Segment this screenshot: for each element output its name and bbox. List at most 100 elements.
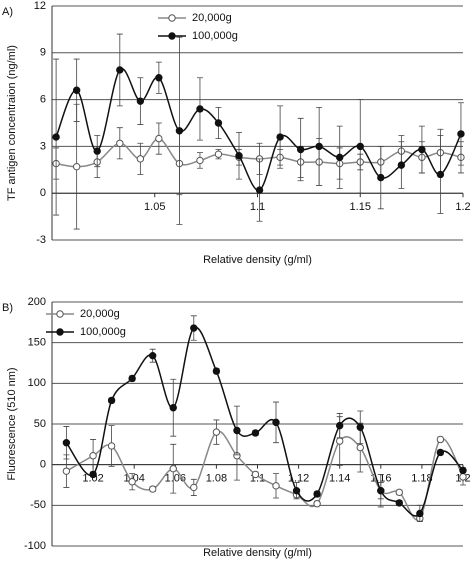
data-point bbox=[313, 500, 321, 508]
data-point bbox=[377, 173, 385, 182]
data-point bbox=[235, 152, 243, 160]
data-point bbox=[169, 404, 177, 412]
data-point bbox=[395, 488, 403, 497]
data-point bbox=[148, 485, 157, 493]
data-point bbox=[418, 145, 426, 154]
data-point bbox=[190, 324, 198, 332]
x-tick-label: 1.18 bbox=[411, 473, 432, 485]
data-point bbox=[148, 351, 157, 360]
data-point bbox=[395, 499, 403, 507]
data-point bbox=[196, 105, 204, 113]
data-point bbox=[356, 443, 364, 452]
x-tick-label: 1.05 bbox=[144, 201, 165, 213]
data-point bbox=[457, 130, 465, 138]
data-point bbox=[72, 86, 81, 94]
legend-marker bbox=[56, 328, 64, 336]
data-point bbox=[416, 509, 424, 518]
y-tick-label: 150 bbox=[28, 337, 46, 349]
y-tick-label: 6 bbox=[40, 94, 46, 106]
y-tick-label: 0 bbox=[40, 459, 46, 471]
data-point bbox=[169, 465, 177, 473]
data-point bbox=[212, 367, 221, 375]
data-point bbox=[336, 437, 344, 445]
data-point bbox=[255, 186, 264, 194]
data-point bbox=[336, 153, 344, 162]
y-tick-label: -50 bbox=[30, 499, 46, 511]
data-point bbox=[93, 147, 101, 155]
data-point bbox=[155, 134, 163, 143]
data-point bbox=[107, 396, 116, 405]
data-point bbox=[356, 142, 364, 151]
data-point bbox=[251, 429, 260, 437]
data-point bbox=[272, 482, 280, 490]
data-point bbox=[62, 439, 71, 447]
data-point bbox=[214, 150, 223, 158]
data-point bbox=[251, 470, 260, 479]
data-point bbox=[313, 490, 321, 498]
y-axis-label: TF antigen concentraion (ng/ml) bbox=[6, 45, 18, 201]
series-line bbox=[55, 68, 462, 191]
y-axis-label: Fluorescence (510 nm) bbox=[6, 367, 18, 480]
panel-label: B) bbox=[2, 302, 13, 314]
data-point bbox=[136, 155, 145, 163]
data-point bbox=[356, 423, 364, 431]
legend-marker bbox=[168, 14, 176, 22]
data-point bbox=[62, 467, 71, 475]
y-tick-label: 50 bbox=[34, 418, 46, 430]
data-point bbox=[436, 448, 445, 457]
data-point bbox=[233, 426, 241, 435]
legend-label: 20,000g bbox=[192, 12, 232, 24]
data-point bbox=[272, 418, 280, 427]
x-axis-label: Relative density (g/ml) bbox=[203, 254, 312, 266]
data-point bbox=[155, 74, 163, 82]
legend-label: 100,000g bbox=[80, 326, 126, 338]
legend-marker bbox=[56, 310, 64, 318]
x-tick-label: 1.2 bbox=[455, 201, 470, 213]
y-tick-label: 200 bbox=[28, 296, 46, 308]
data-point bbox=[107, 442, 116, 450]
data-point bbox=[52, 133, 60, 141]
data-point bbox=[72, 162, 81, 171]
data-point bbox=[276, 133, 284, 141]
series-line bbox=[65, 326, 464, 517]
y-tick-label: -3 bbox=[36, 234, 46, 246]
y-tick-label: 3 bbox=[40, 140, 46, 152]
panel-label: A) bbox=[2, 6, 13, 18]
y-tick-label: 0 bbox=[40, 187, 46, 199]
data-point bbox=[214, 119, 223, 127]
x-tick-label: 1.15 bbox=[350, 201, 371, 213]
x-tick-label: 1.08 bbox=[206, 473, 227, 485]
x-axis-label: Relative density (g/ml) bbox=[203, 547, 312, 559]
data-point bbox=[136, 97, 145, 105]
data-point bbox=[175, 127, 184, 135]
data-point bbox=[128, 478, 136, 486]
x-tick-label: 1.14 bbox=[329, 473, 350, 485]
data-point bbox=[336, 421, 344, 430]
y-tick-label: 9 bbox=[40, 47, 46, 59]
legend-label: 100,000g bbox=[192, 30, 238, 42]
y-tick-label: 12 bbox=[34, 0, 46, 12]
x-tick-label: 1.02 bbox=[82, 473, 103, 485]
data-point bbox=[459, 473, 467, 481]
data-point bbox=[459, 466, 467, 475]
data-point bbox=[436, 435, 445, 444]
y-tick-label: -100 bbox=[24, 540, 46, 552]
data-point bbox=[436, 170, 445, 179]
data-point bbox=[89, 452, 97, 460]
data-point bbox=[315, 142, 323, 151]
data-point bbox=[128, 374, 136, 383]
data-point bbox=[190, 483, 198, 492]
data-point bbox=[196, 156, 204, 165]
y-tick-label: 100 bbox=[28, 377, 46, 389]
data-point bbox=[89, 470, 97, 479]
data-point bbox=[116, 66, 124, 74]
legend-marker bbox=[168, 32, 176, 40]
data-point bbox=[212, 428, 221, 436]
legend-label: 20,000g bbox=[80, 308, 120, 320]
data-point bbox=[397, 161, 406, 169]
data-point bbox=[377, 486, 385, 495]
x-tick-label: 1.1 bbox=[250, 201, 265, 213]
data-point bbox=[292, 486, 301, 495]
data-point bbox=[116, 139, 124, 147]
